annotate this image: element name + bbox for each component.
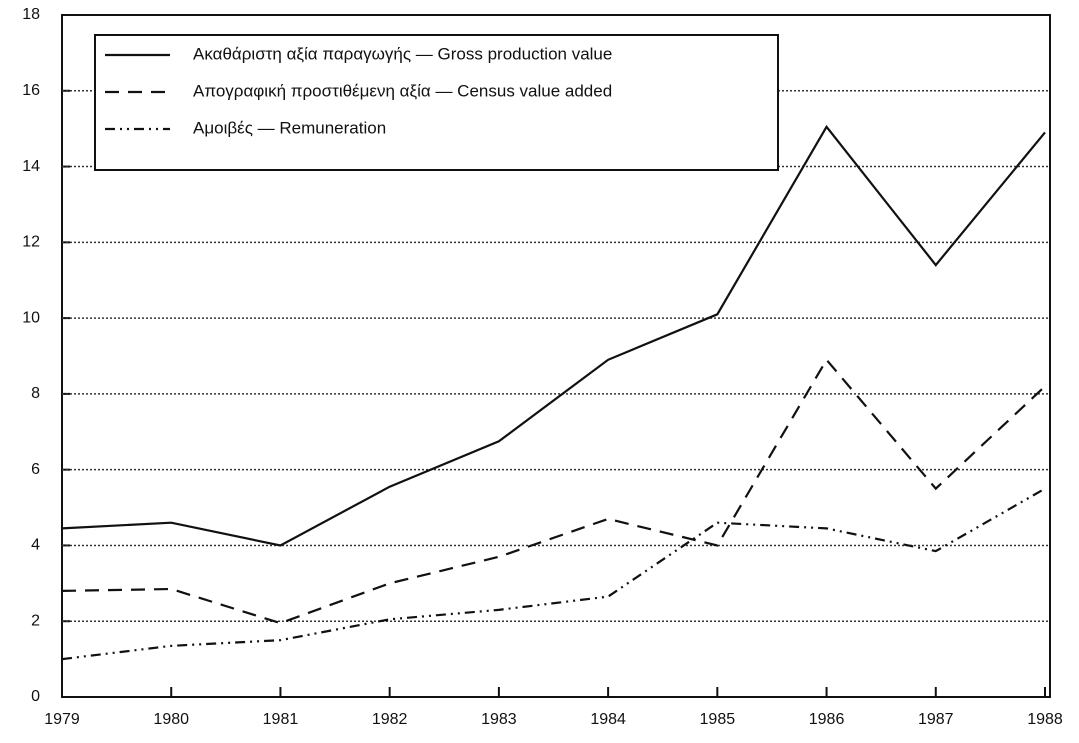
plot-frame [61,14,1051,698]
series-line [61,357,1046,625]
y-tick-label: 10 [22,309,40,326]
y-tick-label: 12 [22,234,40,251]
x-tick-label: 1988 [1027,711,1063,728]
y-tick-label: 2 [31,612,40,629]
legend-label: Ακαθάριστη αξία παραγωγής — Gross produc… [193,44,612,63]
y-tick-label: 14 [22,158,40,175]
y-tick-label: 18 [22,6,40,23]
y-tick-label: 8 [31,385,40,402]
x-tick-label: 1986 [809,711,845,728]
x-tick-label: 1981 [263,711,299,728]
y-tick-label: 4 [31,537,40,554]
y-tick-label: 6 [31,461,40,478]
legend-label: Αμοιβές — Remuneration [193,118,386,137]
x-tick-label: 1979 [44,711,80,728]
series-line [61,487,1046,661]
x-tick-label: 1985 [700,711,736,728]
x-tick-label: 1982 [372,711,408,728]
legend-box [94,34,779,171]
x-tick-label: 1984 [590,711,626,728]
y-tick-label: 0 [31,688,40,705]
legend-label: Απογραφική προστιθέμενη αξία — Census va… [193,81,612,100]
series-line [61,124,1046,547]
y-tick-label: 16 [22,82,40,99]
x-tick-label: 1983 [481,711,517,728]
x-tick-label: 1980 [153,711,189,728]
x-tick-label: 1987 [918,711,954,728]
